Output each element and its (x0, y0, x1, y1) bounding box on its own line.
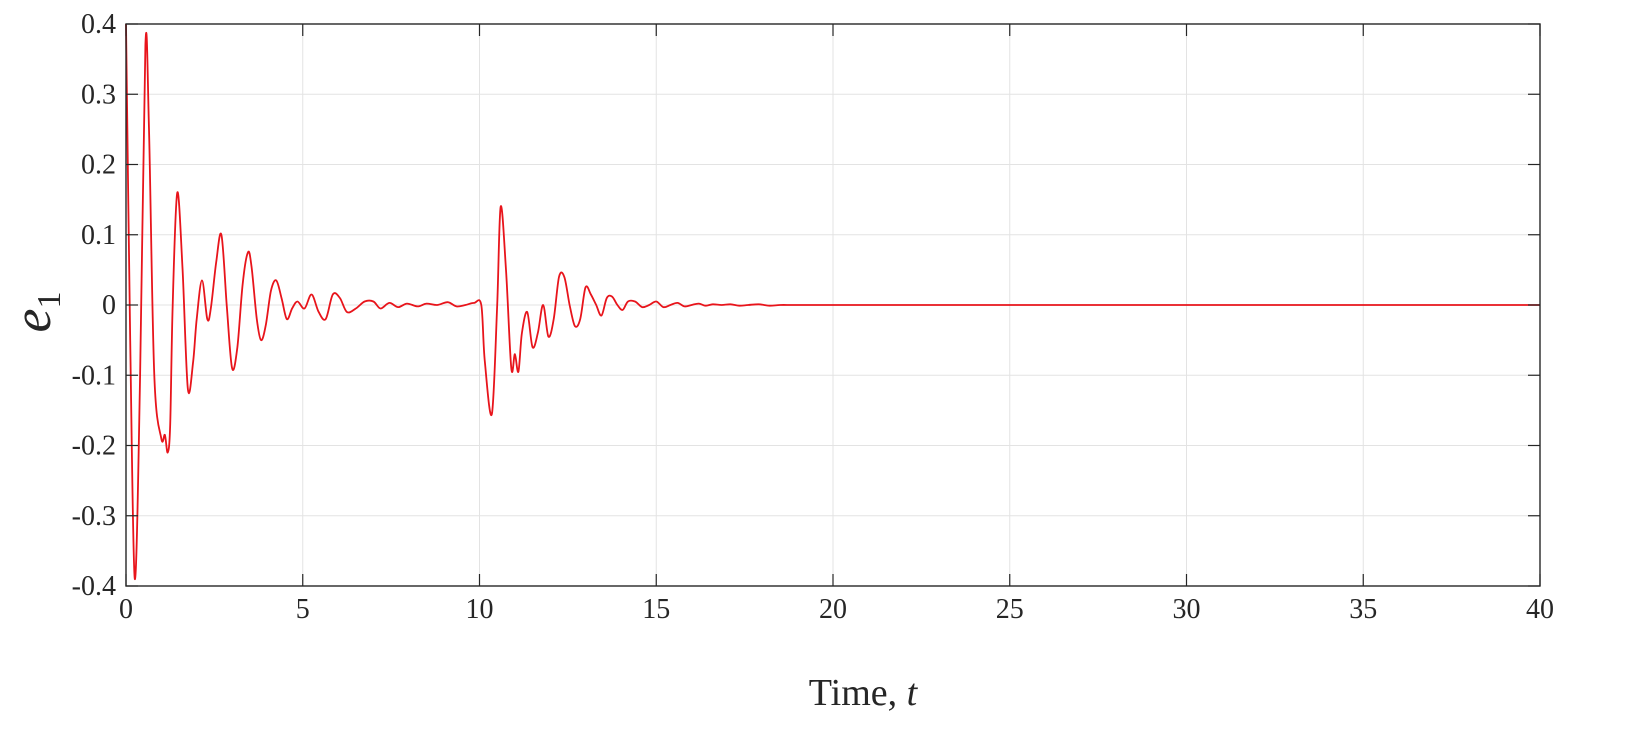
series-line (125, 23, 1540, 580)
y-tick-label: -0.4 (72, 571, 116, 602)
x-tick-label: 0 (119, 594, 133, 625)
y-tick-label: 0 (102, 290, 116, 321)
y-tick-label: 0.3 (81, 79, 116, 110)
y-tick-label: -0.1 (72, 360, 116, 391)
x-tick-label: 10 (466, 594, 494, 625)
x-tick-label: 30 (1173, 594, 1201, 625)
x-axis-label: Time, t (809, 672, 919, 714)
y-tick-label: -0.2 (72, 431, 116, 462)
x-tick-label: 25 (996, 594, 1024, 625)
y-tick-label: 0.4 (81, 9, 116, 40)
x-tick-label: 5 (296, 594, 310, 625)
y-axis-label: e1 (2, 292, 68, 333)
y-tick-label: 0.1 (81, 220, 116, 251)
y-tick-label: 0.2 (81, 150, 116, 181)
x-tick-label: 40 (1526, 594, 1554, 625)
tick-marks (125, 23, 1541, 587)
x-tick-label: 15 (642, 594, 670, 625)
y-tick-labels: 0.4 0.3 0.2 0.1 0 -0.1 -0.2 -0.3 -0.4 (72, 9, 116, 602)
x-tick-labels: 0 5 10 15 20 25 30 35 40 (119, 594, 1554, 625)
y-tick-label: -0.3 (72, 501, 116, 532)
x-tick-label: 35 (1349, 594, 1377, 625)
x-tick-label: 20 (819, 594, 847, 625)
series-group (125, 23, 1540, 580)
